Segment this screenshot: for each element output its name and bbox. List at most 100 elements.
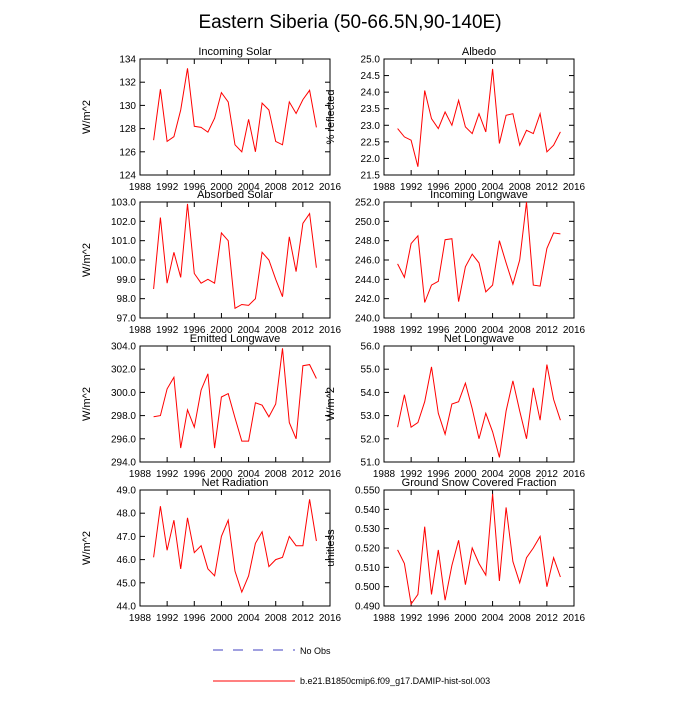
incoming-longwave-xtick-label: 2016 [563,325,586,336]
absorbed-solar-xtick-label: 2012 [292,325,315,336]
incoming-longwave-xtick-label: 1992 [400,325,423,336]
albedo-ytick-label: 24.5 [361,71,381,82]
net-radiation-ytick-label: 45.0 [117,578,137,589]
net-longwave-xtick-label: 2012 [536,469,559,480]
albedo-xtick-label: 1988 [373,182,396,193]
incoming-solar-title: Incoming Solar [198,46,272,58]
absorbed-solar-xtick-label: 1992 [156,325,179,336]
absorbed-solar-xtick-label: 1988 [129,325,152,336]
incoming-longwave-ytick-label: 250.0 [355,217,380,228]
net-longwave-series-line [397,364,561,458]
ground-snow-covered-fraction-ytick-label: 0.510 [355,563,380,574]
albedo-ytick-label: 23.0 [361,121,381,132]
net-radiation-xtick-label: 2016 [319,613,342,624]
albedo-xtick-label: 1996 [427,182,450,193]
absorbed-solar-xtick-label: 2004 [237,325,260,336]
emitted-longwave-xtick-label: 2016 [319,469,342,480]
ground-snow-covered-fraction-ytick-label: 0.530 [355,524,380,535]
net-longwave-xtick-label: 1992 [400,469,423,480]
emitted-longwave-xtick-label: 1988 [129,469,152,480]
emitted-longwave-ytick-label: 300.0 [111,388,136,399]
incoming-solar-xtick-label: 2004 [237,182,260,193]
albedo-xtick-label: 2008 [509,182,532,193]
emitted-longwave-frame [139,345,331,463]
incoming-longwave-ytick-label: 244.0 [355,275,380,286]
albedo-panel: Albedo % reflected 1988 1992 1996 2000 2004 200… [325,46,586,193]
emitted-longwave-xtick-label: 2000 [210,469,233,480]
net-radiation-title: Net Radiation [202,477,269,489]
net-longwave-xtick-label: 2016 [563,469,586,480]
incoming-solar-ytick-label: 130 [119,101,136,112]
incoming-longwave-ytick-label: 242.0 [355,294,380,305]
absorbed-solar-xtick-label: 2016 [319,325,342,336]
ground-snow-covered-fraction-ytick-label: 0.520 [355,544,380,555]
net-radiation-xtick-label: 2012 [292,613,315,624]
emitted-longwave-xtick-label: 2012 [292,469,315,480]
incoming-solar-ytick-label: 128 [119,124,136,135]
absorbed-solar-ytick-label: 98.0 [117,294,137,305]
ground-snow-covered-fraction-xtick-label: 2004 [481,613,504,624]
emitted-longwave-ytick-label: 302.0 [111,365,136,376]
absorbed-solar-xtick-label: 1996 [183,325,206,336]
ground-snow-covered-fraction-series-line [397,493,561,606]
incoming-solar-ytick-label: 134 [119,55,136,66]
ground-snow-covered-fraction-xtick-label: 2012 [536,613,559,624]
legend-model-label: b.e21.B1850cmip6.f09_g17.DAMIP-hist-sol.… [300,676,490,686]
incoming-solar-ytick-label: 132 [119,78,136,89]
absorbed-solar-ytick-label: 102.0 [111,217,136,228]
incoming-solar-ytick-label: 124 [119,171,136,182]
albedo-xtick-label: 2004 [481,182,504,193]
emitted-longwave-ytick-label: 304.0 [111,342,136,353]
emitted-longwave-xtick-label: 1996 [183,469,206,480]
incoming-longwave-title: Incoming Longwave [430,189,528,201]
chart-panels: Incoming Solar W/m^2 1988 1992 1996 2000 2004 2… [81,46,586,624]
net-radiation-frame [139,489,331,607]
net-longwave-ytick-label: 55.0 [361,365,381,376]
net-radiation-panel: Net Radiation W/m^2 1988 1992 1996 2000 2004 20… [81,477,342,624]
ground-snow-covered-fraction-xtick-label: 2008 [509,613,532,624]
net-longwave-frame [383,345,575,463]
net-longwave-panel: Net Longwave W/m^2 1988 1992 1996 2000 2004 200… [325,333,586,480]
emitted-longwave-xtick-label: 2004 [237,469,260,480]
incoming-longwave-ytick-label: 248.0 [355,236,380,247]
absorbed-solar-title: Absorbed Solar [197,189,273,201]
net-longwave-xtick-label: 2000 [454,469,477,480]
emitted-longwave-title: Emitted Longwave [190,333,281,345]
albedo-frame [383,58,575,176]
absorbed-solar-ytick-label: 100.0 [111,256,136,267]
incoming-solar-xtick-label: 2012 [292,182,315,193]
emitted-longwave-series-line [153,348,317,449]
albedo-ylabel: % reflected [325,89,337,144]
ground-snow-covered-fraction-xtick-label: 1992 [400,613,423,624]
incoming-solar-xtick-label: 1996 [183,182,206,193]
albedo-series-line [397,68,561,167]
incoming-longwave-ytick-label: 246.0 [355,256,380,267]
ground-snow-covered-fraction-ytick-label: 0.550 [355,486,380,497]
incoming-longwave-xtick-label: 2008 [509,325,532,336]
incoming-longwave-frame [383,201,575,319]
net-radiation-xtick-label: 1996 [183,613,206,624]
incoming-solar-xtick-label: 1992 [156,182,179,193]
absorbed-solar-panel: Absorbed Solar W/m^2 1988 1992 1996 2000 2004 2… [81,189,342,336]
ground-snow-covered-fraction-ylabel: unitless [325,529,337,567]
net-radiation-series-line [153,499,317,594]
net-longwave-xtick-label: 1988 [373,469,396,480]
emitted-longwave-panel: Emitted Longwave W/m^2 1988 1992 1996 2000 200… [81,333,342,480]
net-radiation-xtick-label: 2000 [210,613,233,624]
albedo-title: Albedo [462,46,496,58]
incoming-longwave-ytick-label: 240.0 [355,314,380,325]
incoming-solar-xtick-label: 1988 [129,182,152,193]
incoming-longwave-panel: Incoming Longwave 1988 1992 1996 2000 2004 200… [355,189,586,336]
incoming-longwave-xtick-label: 2012 [536,325,559,336]
net-longwave-ytick-label: 56.0 [361,342,381,353]
albedo-ytick-label: 22.5 [361,137,381,148]
net-longwave-ytick-label: 52.0 [361,434,381,445]
net-radiation-ytick-label: 49.0 [117,486,137,497]
ground-snow-covered-fraction-panel: Ground Snow Covered Fraction unitless 1988… [325,477,586,624]
incoming-solar-xtick-label: 2000 [210,182,233,193]
incoming-solar-ytick-label: 126 [119,147,136,158]
ground-snow-covered-fraction-ytick-label: 0.490 [355,602,380,613]
net-longwave-ylabel: W/m^2 [325,387,337,421]
albedo-ytick-label: 24.0 [361,88,381,99]
